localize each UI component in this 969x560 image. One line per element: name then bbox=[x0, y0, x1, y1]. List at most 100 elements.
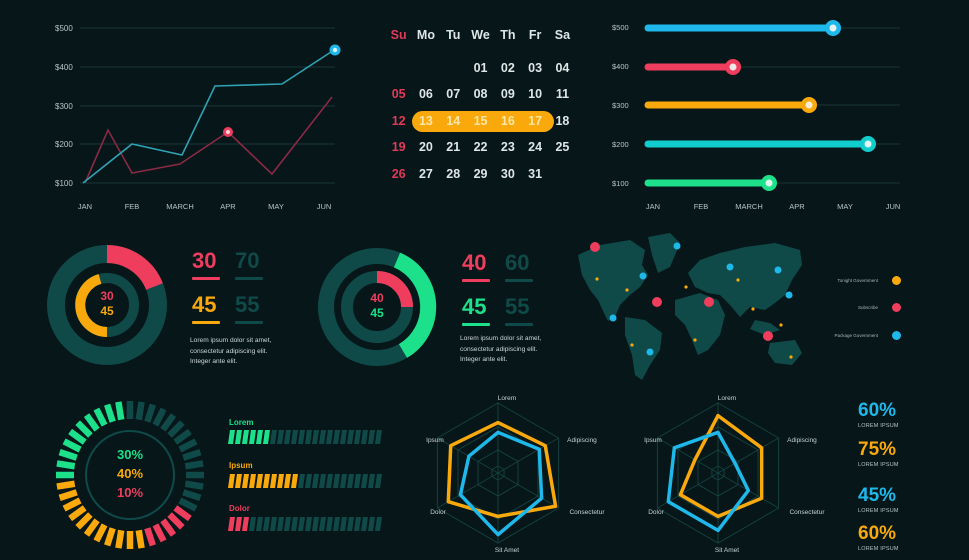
calendar-day-selected[interactable]: 14 bbox=[446, 113, 461, 128]
calendar-day[interactable]: 07 bbox=[446, 87, 461, 102]
calendar-day[interactable]: 24 bbox=[528, 140, 543, 155]
gauge-segment bbox=[93, 407, 108, 427]
progress-segment-filled bbox=[235, 517, 242, 531]
calendar-day[interactable]: 01 bbox=[473, 60, 488, 75]
calendar-day[interactable]: 19 bbox=[391, 140, 406, 155]
calendar-selected-range[interactable] bbox=[412, 110, 554, 132]
calendar-day[interactable]: 26 bbox=[391, 166, 406, 181]
calendar-day[interactable]: 30 bbox=[500, 166, 515, 181]
calendar-day[interactable]: 25 bbox=[555, 140, 570, 155]
marker-orange[interactable] bbox=[630, 343, 634, 347]
progress-bar-ipsum[interactable] bbox=[228, 474, 382, 488]
weekday-thursday: Th bbox=[500, 28, 516, 43]
progress-label-dolor: Dolor bbox=[229, 504, 250, 513]
stat-value: 60 bbox=[505, 250, 530, 275]
description-line: consectetur adipiscing elit. bbox=[190, 347, 268, 355]
marker-red[interactable] bbox=[704, 297, 714, 307]
marker-blue[interactable] bbox=[785, 291, 793, 299]
progress-segment-empty bbox=[368, 430, 375, 444]
legend-item-label: Subscribe bbox=[857, 305, 878, 310]
calendar-day[interactable]: 08 bbox=[473, 87, 488, 102]
line-series-blue bbox=[82, 49, 335, 184]
description-line: Lorem ipsum dolor sit amet, bbox=[190, 337, 272, 344]
weekday-sunday: Su bbox=[390, 28, 407, 43]
calendar-day[interactable]: 02 bbox=[500, 60, 515, 75]
progress-segment-empty bbox=[249, 517, 256, 531]
marker-orange[interactable] bbox=[736, 278, 740, 282]
progress-bar-lorem[interactable] bbox=[228, 430, 382, 444]
gauge-segment bbox=[62, 438, 82, 453]
calendar-day[interactable]: 04 bbox=[555, 60, 570, 75]
marker-orange[interactable] bbox=[625, 288, 629, 292]
progress-segment-empty bbox=[340, 517, 347, 531]
ytick: $500 bbox=[55, 24, 73, 33]
calendar-day[interactable]: 12 bbox=[391, 113, 406, 128]
calendar-day-selected[interactable]: 17 bbox=[528, 113, 543, 128]
progress-segment-filled bbox=[249, 474, 256, 488]
kpi-label: LOREM IPSUM bbox=[858, 423, 899, 429]
calendar-day[interactable]: 27 bbox=[418, 166, 433, 181]
marker-blue[interactable] bbox=[646, 348, 654, 356]
progress-bar-dolor[interactable] bbox=[228, 517, 382, 531]
calendar-day-selected[interactable]: 15 bbox=[473, 113, 488, 128]
donut2-center-bottom: 45 bbox=[370, 306, 384, 320]
horizontal-bar-chart: $500 $400 $300 $200 $100 JAN FEB MARCH A… bbox=[612, 20, 900, 211]
progress-segment-empty bbox=[312, 474, 319, 488]
progress-segment-empty bbox=[375, 430, 382, 444]
calendar-day-selected[interactable]: 16 bbox=[500, 113, 515, 128]
slider-handle-core bbox=[829, 24, 837, 32]
calendar-day[interactable]: 28 bbox=[446, 166, 461, 181]
marker-blue[interactable] bbox=[639, 272, 647, 280]
calendar-day[interactable]: 18 bbox=[555, 113, 570, 128]
gauge-value-green: 30% bbox=[117, 447, 143, 462]
marker-red[interactable] bbox=[590, 242, 600, 252]
marker-orange[interactable] bbox=[595, 277, 599, 281]
calendar-day[interactable]: 10 bbox=[528, 87, 543, 102]
gauge-segment bbox=[160, 413, 177, 432]
xtick: FEB bbox=[694, 202, 709, 211]
gauge-segment bbox=[75, 420, 93, 438]
gauge-segment bbox=[62, 497, 82, 512]
weekday-saturday: Sa bbox=[554, 28, 571, 43]
progress-segment-empty bbox=[298, 474, 305, 488]
marker-orange[interactable] bbox=[779, 323, 783, 327]
marker-orange[interactable] bbox=[693, 338, 697, 342]
xtick: APR bbox=[220, 202, 236, 211]
calendar-day[interactable]: 11 bbox=[555, 87, 570, 102]
gauge-segment bbox=[135, 401, 145, 421]
calendar-day[interactable]: 23 bbox=[500, 140, 515, 155]
marker-blue[interactable] bbox=[726, 263, 734, 271]
radar-series-orange bbox=[446, 420, 558, 519]
marker-blue[interactable] bbox=[673, 242, 681, 250]
marker-orange[interactable] bbox=[789, 355, 793, 359]
stat-underline bbox=[192, 321, 220, 324]
gauge-segment bbox=[83, 413, 100, 432]
highlight-point-blue-core bbox=[332, 47, 338, 53]
calendar-day[interactable]: 22 bbox=[473, 140, 488, 155]
calendar-day-selected[interactable]: 13 bbox=[418, 113, 433, 128]
calendar-day[interactable]: 29 bbox=[473, 166, 488, 181]
progress-segment-empty bbox=[368, 517, 375, 531]
marker-orange[interactable] bbox=[684, 285, 688, 289]
calendar-day[interactable]: 20 bbox=[418, 140, 433, 155]
calendar-day[interactable]: 09 bbox=[500, 87, 515, 102]
calendar-day[interactable]: 06 bbox=[418, 87, 433, 102]
calendar-day[interactable]: 21 bbox=[446, 140, 461, 155]
marker-blue[interactable] bbox=[774, 266, 782, 274]
legend-dot-blue bbox=[892, 331, 901, 340]
marker-red[interactable] bbox=[763, 331, 773, 341]
radar2-grid bbox=[656, 402, 780, 544]
calendar-day[interactable]: 05 bbox=[391, 87, 406, 102]
calendar-day[interactable]: 31 bbox=[528, 166, 543, 181]
calendar-day[interactable]: 03 bbox=[528, 60, 543, 75]
marker-red[interactable] bbox=[652, 297, 662, 307]
stat-underline bbox=[462, 279, 490, 282]
marker-blue[interactable] bbox=[609, 314, 617, 322]
stat-value: 40 bbox=[462, 250, 487, 275]
marker-orange[interactable] bbox=[751, 307, 755, 311]
donut1-stat-1: 30 bbox=[192, 248, 220, 280]
progress-label-lorem: Lorem bbox=[229, 418, 254, 427]
highlight-point-red-core bbox=[226, 130, 230, 134]
calendar-week-5: 26 27 28 29 30 31 bbox=[385, 161, 585, 188]
xtick: MAY bbox=[268, 202, 284, 211]
